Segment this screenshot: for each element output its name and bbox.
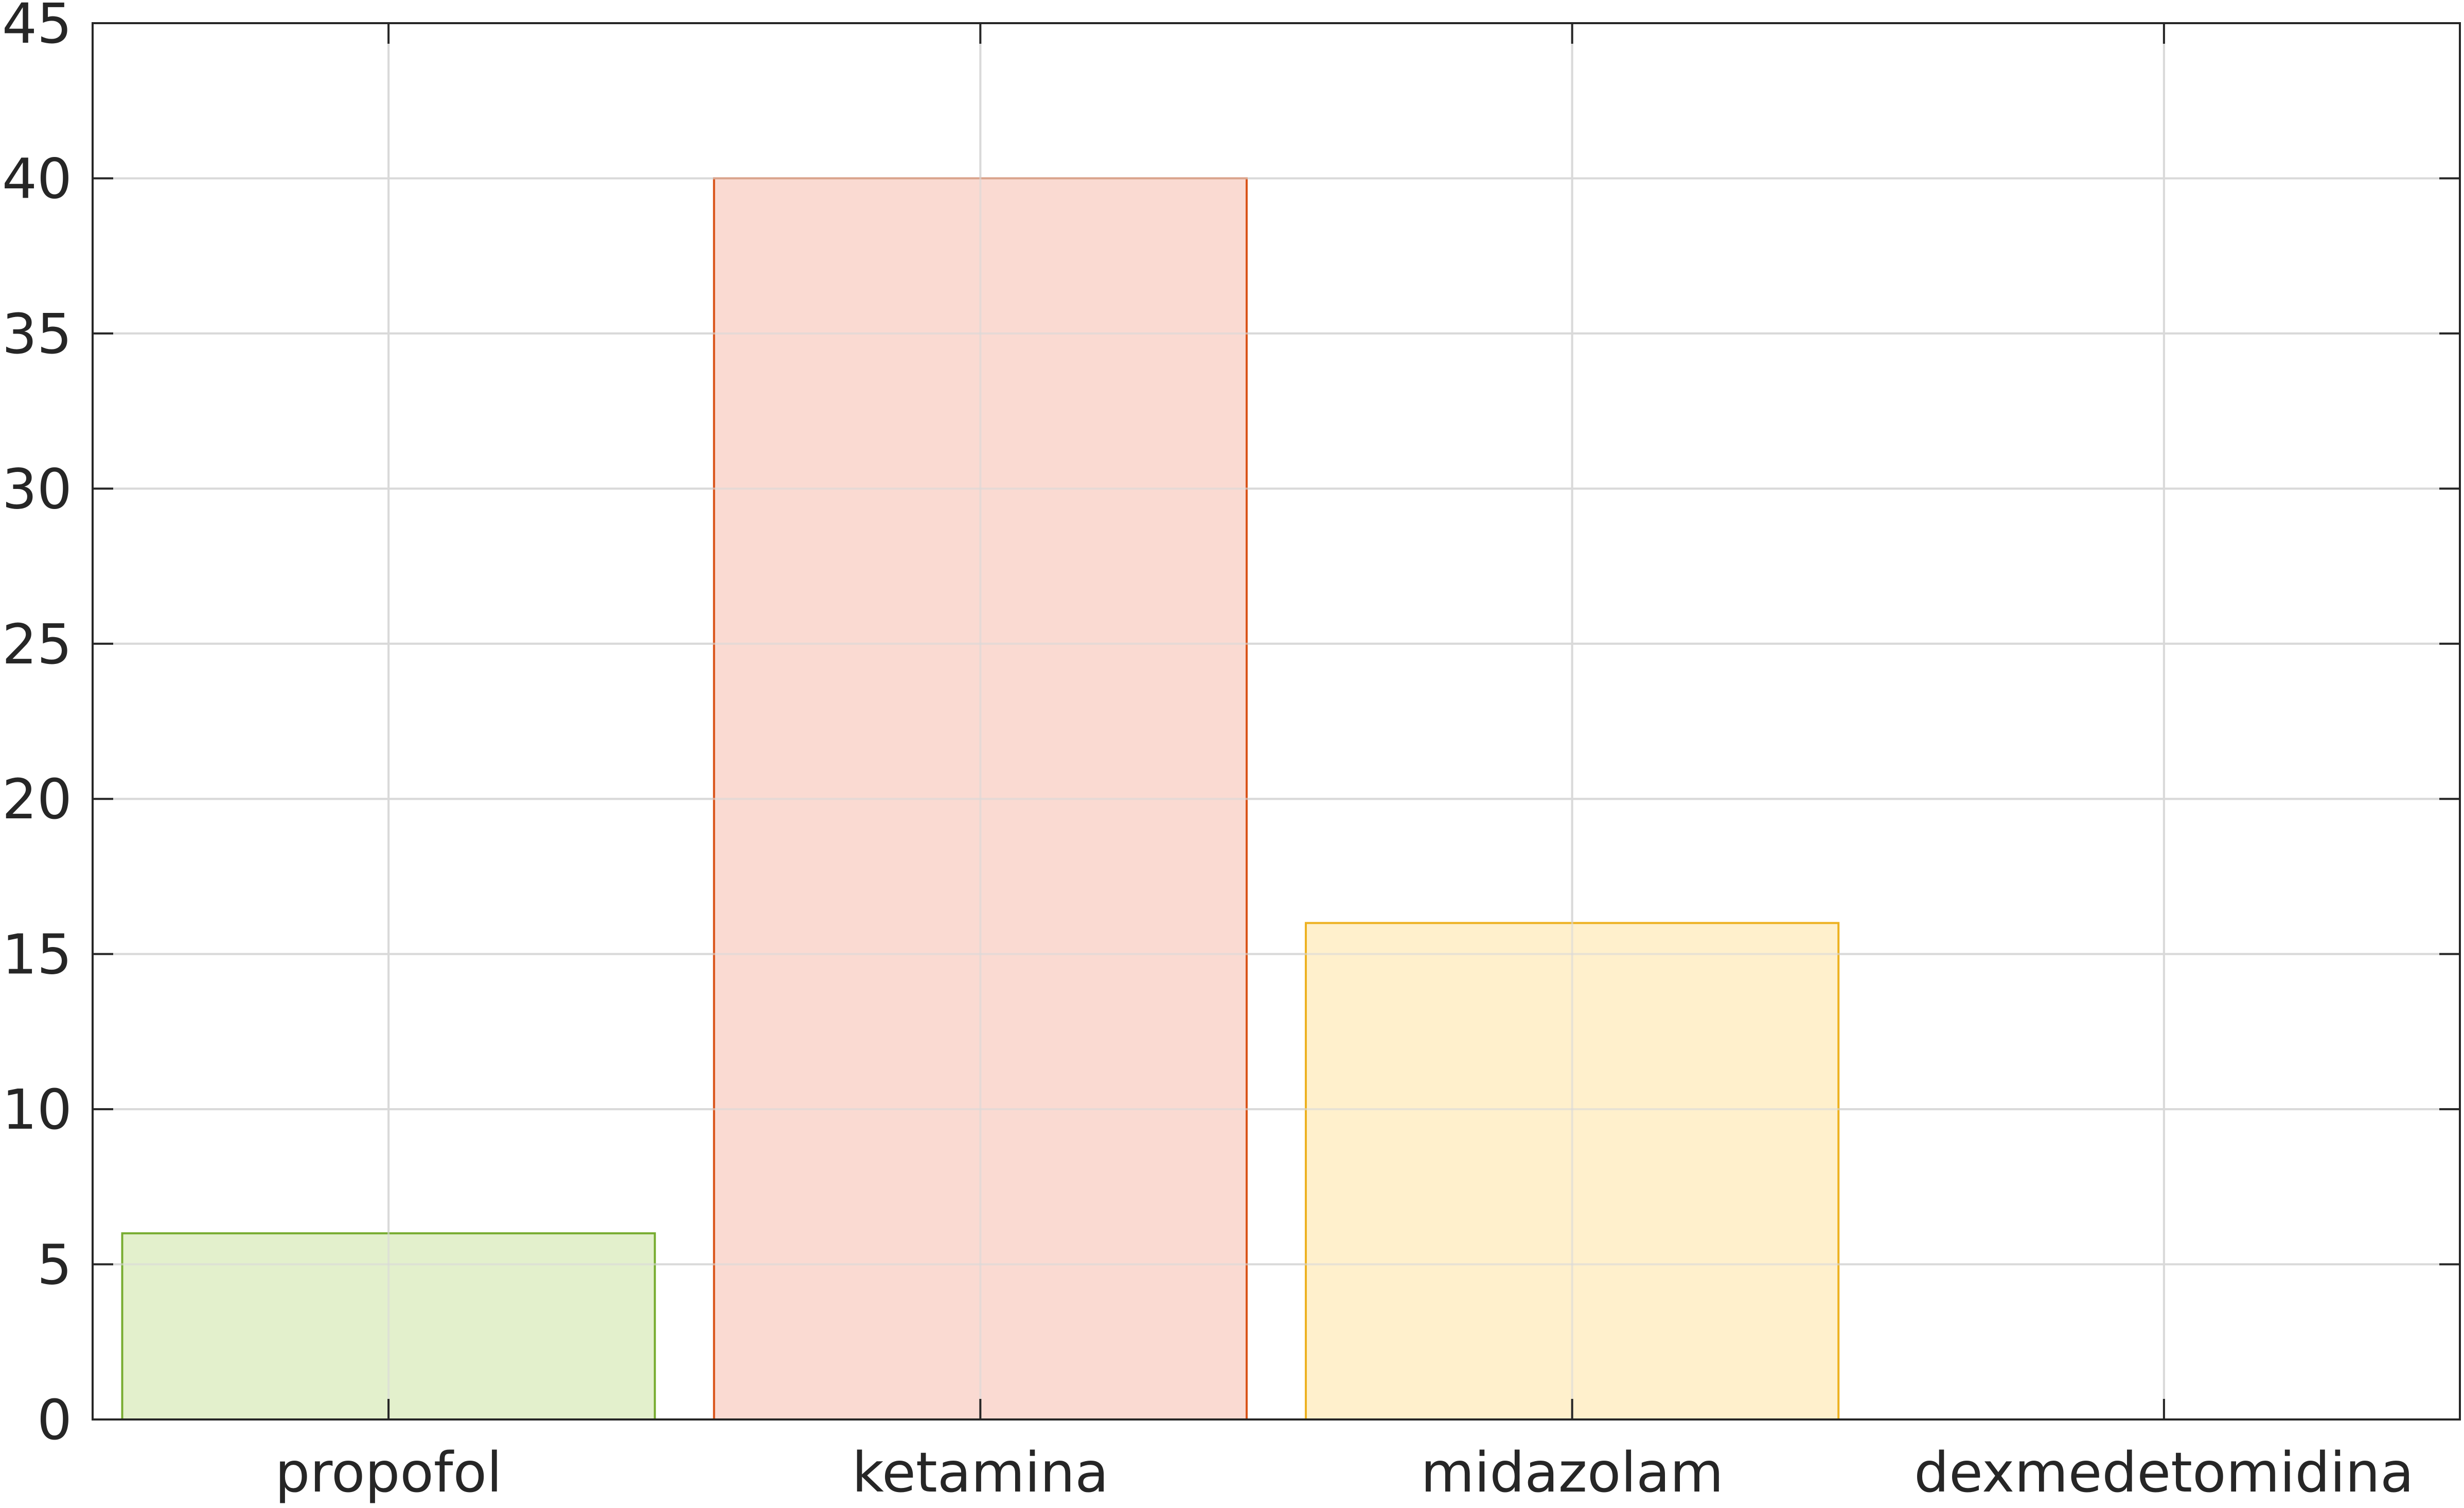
y-axis-tick-labels: 0 5 10 15 20 25 30 35 40 45 bbox=[2, 0, 72, 1452]
x-tick-label-ketamina: ketamina bbox=[852, 1441, 1109, 1505]
bars bbox=[93, 23, 2460, 1421]
y-tick-label: 15 bbox=[2, 923, 72, 987]
x-tick-label-midazolam: midazolam bbox=[1421, 1441, 1724, 1505]
y-tick-label: 30 bbox=[2, 458, 72, 521]
y-tick-label: 35 bbox=[2, 303, 72, 366]
axes-box bbox=[92, 22, 2461, 1421]
x-tick-label-propofol: propofol bbox=[275, 1441, 502, 1505]
y-tick-label: 10 bbox=[2, 1078, 72, 1142]
y-tick-label: 20 bbox=[2, 768, 72, 832]
y-tick-label: 5 bbox=[37, 1234, 72, 1297]
y-tick-label: 0 bbox=[37, 1389, 72, 1452]
y-tick-label: 45 bbox=[2, 0, 72, 56]
x-axis-tick-labels: propofol ketamina midazolam dexmedetomidina bbox=[275, 1441, 2414, 1505]
y-tick-label: 40 bbox=[2, 147, 72, 211]
y-tick-label: 25 bbox=[2, 613, 72, 677]
x-tick-label-dexmedetomidina: dexmedetomidina bbox=[1914, 1441, 2414, 1505]
tick-marks bbox=[93, 22, 2460, 1421]
